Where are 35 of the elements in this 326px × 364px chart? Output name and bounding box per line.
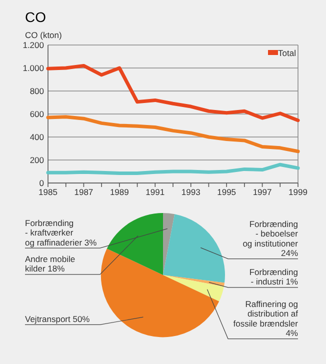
slice-label: Forbrænding - beboelser og institutioner <box>242 219 298 248</box>
slice-label: Forbrænding - kraftværker og raffinaderier 3% <box>25 218 98 248</box>
legend-label: Total <box>278 48 296 58</box>
x-tick-label: 1991 <box>146 187 165 197</box>
pie-slice <box>101 248 220 338</box>
y-axis-title: CO (kton) <box>25 30 62 40</box>
line-series <box>46 115 300 154</box>
y-tick-label: 600 <box>30 109 44 119</box>
y-tick-label: 400 <box>30 132 44 142</box>
data-label: 24% <box>280 248 298 258</box>
slice-label: Raffinering og distribution af fossile brændsler <box>233 299 299 328</box>
line-series <box>46 64 300 122</box>
x-tick-label: 1993 <box>181 187 201 197</box>
x-tick-label: 1995 <box>217 187 236 197</box>
pie-slice <box>163 275 225 287</box>
x-tick-label: 1999 <box>288 187 308 197</box>
y-tick-label: 1.200 <box>22 40 44 50</box>
y-tick-label: 1.000 <box>22 63 44 73</box>
data-label: 4% <box>286 328 298 338</box>
pie-slice <box>163 275 224 302</box>
y-tick-label: 200 <box>30 155 44 165</box>
line-series <box>46 162 300 175</box>
pie-slice <box>163 214 225 283</box>
x-tick-label: 1989 <box>110 187 130 197</box>
y-tick-label: 800 <box>30 86 44 96</box>
x-tick-label: 1985 <box>38 187 58 197</box>
pie-slice <box>106 213 163 275</box>
chart-title: CO <box>25 9 46 25</box>
slice-label: Forbrænding - industri 1% <box>249 267 298 287</box>
slice-label: Andre mobile kilder 18% <box>25 254 76 274</box>
y-tick-label: 0 <box>39 178 44 188</box>
pie-slice <box>163 213 175 275</box>
slice-label: Vejtransport 50% <box>25 314 90 324</box>
x-tick-label: 1997 <box>252 187 272 197</box>
x-tick-label: 1987 <box>74 187 94 197</box>
